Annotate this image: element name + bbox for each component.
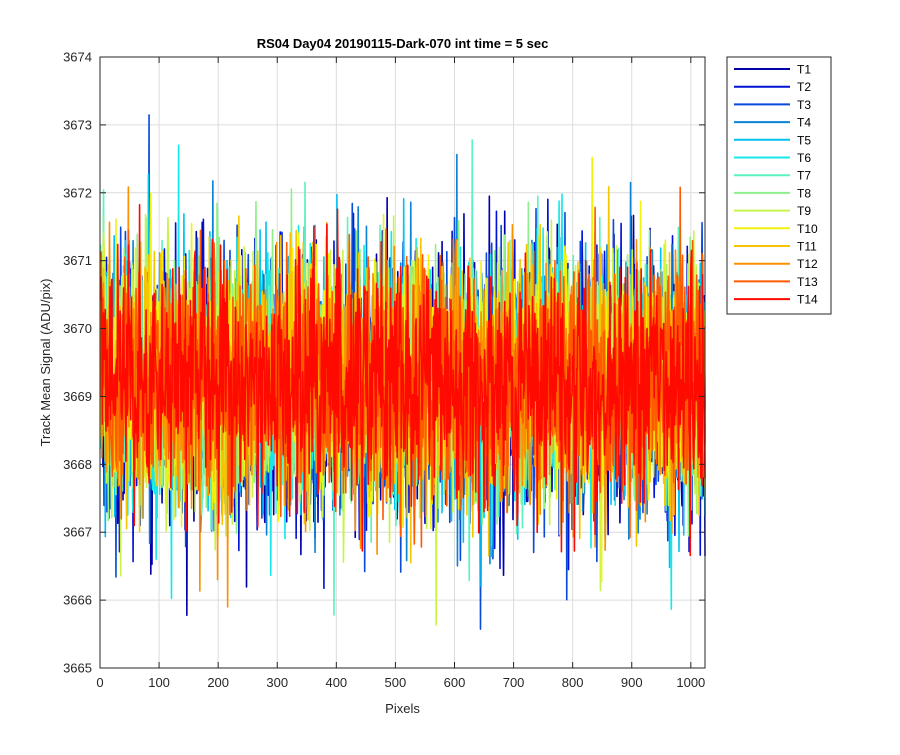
legend-label-t1: T1	[797, 63, 811, 77]
series-layer	[99, 114, 706, 630]
series-line-t13	[99, 186, 706, 548]
legend-label-t13: T13	[797, 275, 818, 289]
legend: T1 T2 T3 T4 T5 T6 T7 T8 T9 T10 T11 T12 T13 T14	[726, 56, 832, 315]
legend-label-t6: T6	[797, 151, 811, 165]
x-tick-label: 300	[266, 675, 288, 690]
legend-label-t10: T10	[797, 222, 818, 236]
legend-label-t12: T12	[797, 257, 818, 271]
y-tick-label: 3665	[63, 661, 92, 676]
y-tick-label: 3668	[63, 457, 92, 472]
x-axis-label: Pixels	[385, 701, 420, 716]
x-tick-label: 500	[385, 675, 407, 690]
legend-label-t4: T4	[797, 116, 811, 130]
legend-label-t3: T3	[797, 98, 811, 112]
y-tick-label: 3669	[63, 389, 92, 404]
axes-box	[99, 56, 706, 669]
y-axis-label: Track Mean Signal (ADU/pix)	[38, 279, 53, 447]
x-tick-label: 100	[148, 675, 170, 690]
y-tick-label: 3674	[63, 50, 92, 65]
x-tick-label: 600	[444, 675, 466, 690]
x-tick-label: 900	[621, 675, 643, 690]
y-tick-label: 3672	[63, 185, 92, 200]
legend-label-t5: T5	[797, 133, 811, 147]
y-tick-label: 3673	[63, 117, 92, 132]
legend-label-t2: T2	[797, 80, 811, 94]
legend-label-t8: T8	[797, 186, 811, 200]
y-tick-label: 3666	[63, 593, 92, 608]
x-tick-label: 700	[503, 675, 525, 690]
y-tick-label: 3671	[63, 253, 92, 268]
chart-title: RS04 Day04 20190115-Dark-070 int time = …	[257, 36, 549, 51]
y-tick-label: 3670	[63, 321, 92, 336]
x-tick-label: 0	[96, 675, 103, 690]
legend-label-t11: T11	[797, 240, 817, 254]
legend-label-t14: T14	[797, 293, 818, 307]
x-tick-label: 400	[325, 675, 347, 690]
legend-box	[726, 56, 832, 315]
x-tick-label: 200	[207, 675, 229, 690]
legend-label-t9: T9	[797, 204, 811, 218]
ticks: 0 100 200 300 400 500 600 700 800 900 1000 3665 3666…	[63, 50, 705, 691]
x-tick-label: 800	[562, 675, 584, 690]
legend-label-t7: T7	[797, 169, 811, 183]
x-tick-label: 1000	[676, 675, 705, 690]
series-line-t14	[99, 203, 706, 557]
y-tick-label: 3667	[63, 525, 92, 540]
